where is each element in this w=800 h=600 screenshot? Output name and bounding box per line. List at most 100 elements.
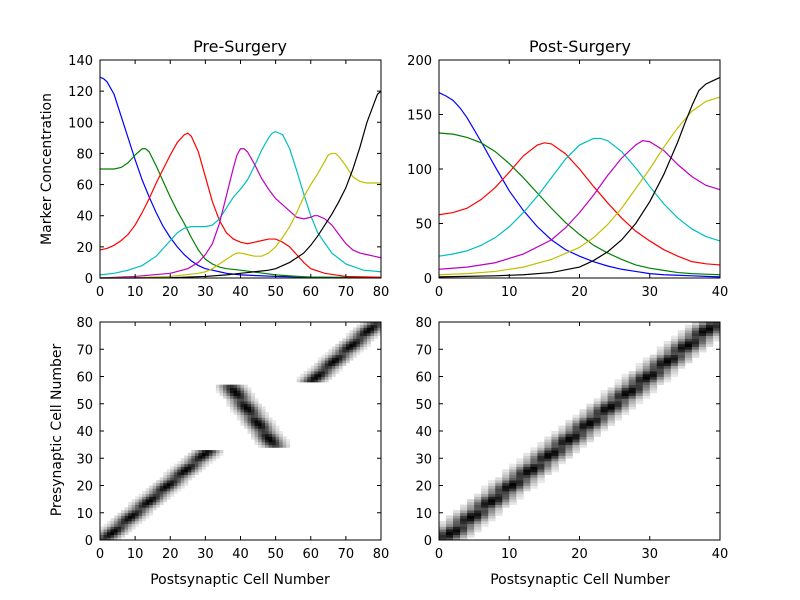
heatmap-cell [338, 346, 343, 350]
heatmap-cell [166, 488, 171, 492]
heatmap-cell [156, 499, 161, 503]
heatmap-cell [244, 384, 248, 388]
heatmap-cell [495, 496, 503, 500]
heatmap-cell [149, 496, 154, 500]
heatmap-cell [114, 518, 118, 522]
heatmap-cell [261, 417, 266, 421]
heatmap-cell [251, 425, 255, 429]
series-line-1 [99, 76, 382, 279]
heatmap-cell [467, 534, 475, 538]
heatmap-cell [684, 332, 693, 337]
heatmap-cell [247, 401, 252, 405]
heatmap-cell [656, 371, 665, 375]
heatmap-cell [268, 439, 273, 443]
heatmap-cell [251, 420, 255, 424]
heatmap-cell [128, 526, 133, 530]
heatmap-cell [149, 504, 154, 508]
heatmap-cell [698, 335, 707, 339]
heatmap-cell [286, 441, 291, 446]
heatmap-cell [272, 428, 277, 432]
heatmap-cell [254, 398, 259, 402]
heatmap-cell [446, 534, 454, 538]
heatmap-cell [307, 373, 312, 377]
heatmap-cell [586, 406, 594, 410]
heatmap-cell [600, 395, 609, 399]
heatmap-cell [551, 436, 559, 440]
heatmap-cell [201, 466, 206, 470]
heatmap-cell [103, 531, 108, 535]
heatmap-cell [131, 515, 136, 519]
heatmap-cell [187, 469, 192, 473]
heatmap-cell [663, 365, 672, 369]
heatmap-cell [684, 324, 693, 328]
heatmap-cell [370, 330, 375, 334]
heatmap-cell [265, 441, 269, 446]
heatmap-cell [138, 493, 143, 497]
cell-group [100, 322, 382, 541]
heatmap-cell [124, 510, 129, 514]
heatmap-cell [251, 422, 255, 426]
heatmap-cell [628, 379, 637, 383]
heatmap-cell [488, 507, 496, 511]
heatmap-cell [163, 477, 168, 481]
heatmap-cell [502, 480, 510, 484]
heatmap-cell [356, 341, 361, 345]
heatmap-cell [677, 335, 686, 339]
heatmap-cell [128, 520, 133, 525]
x-tick-label: 50 [267, 285, 284, 300]
heatmap-cell [166, 474, 171, 478]
heatmap-cell [321, 376, 326, 380]
y-tick-label: 20 [415, 480, 432, 495]
heatmap-cell [328, 365, 333, 369]
heatmap-cell [502, 471, 510, 476]
heatmap-cell [194, 450, 199, 454]
heatmap-cell [474, 501, 482, 505]
heatmap-cell [194, 469, 199, 473]
heatmap-cell [635, 390, 644, 394]
heatmap-cell [258, 414, 262, 418]
heatmap-cell [349, 349, 354, 353]
heatmap-cell [607, 414, 616, 418]
heatmap-cell [135, 518, 140, 522]
heatmap-cell [272, 439, 277, 443]
heatmap-cell [356, 327, 361, 331]
heatmap-cell [446, 520, 454, 525]
heatmap-cell [135, 520, 140, 525]
heatmap-cell [467, 526, 475, 530]
heatmap-cell [117, 529, 122, 533]
heatmap-cell [705, 335, 714, 339]
heatmap-cell [516, 469, 524, 473]
heatmap-cell [300, 373, 305, 377]
heatmap-cell [607, 420, 616, 424]
heatmap-cell [149, 501, 154, 505]
y-tick-label: 80 [76, 316, 93, 331]
heatmap-cell [261, 406, 266, 410]
heatmap-cell [593, 428, 601, 432]
heatmap-cell [268, 441, 273, 446]
heatmap-cell [551, 458, 559, 462]
heatmap-cell [247, 406, 252, 410]
heatmap-cell [244, 409, 248, 413]
heatmap-cell [628, 381, 637, 386]
heatmap-cell [593, 431, 601, 435]
heatmap-cell [317, 362, 322, 367]
series-line-6 [99, 152, 381, 279]
heatmap-cell [142, 518, 147, 522]
heatmap-cell [474, 499, 482, 503]
heatmap-cell [258, 439, 262, 443]
heatmap-cell [268, 422, 273, 426]
heatmap-cell [124, 507, 129, 511]
heatmap-cell [481, 507, 489, 511]
heatmap-cell [275, 436, 280, 440]
heatmap-cell [656, 373, 665, 377]
heatmap-cell [349, 341, 354, 345]
heatmap-cell [184, 460, 189, 465]
heatmap-cell [614, 395, 623, 399]
heatmap-cell [236, 384, 241, 388]
heatmap-cell [152, 482, 157, 486]
heatmap-cell [691, 343, 700, 347]
heatmap-cell [328, 368, 333, 372]
heatmap-cell [244, 395, 248, 399]
heatmap-cell [663, 349, 672, 353]
heatmap-cell [537, 450, 545, 454]
